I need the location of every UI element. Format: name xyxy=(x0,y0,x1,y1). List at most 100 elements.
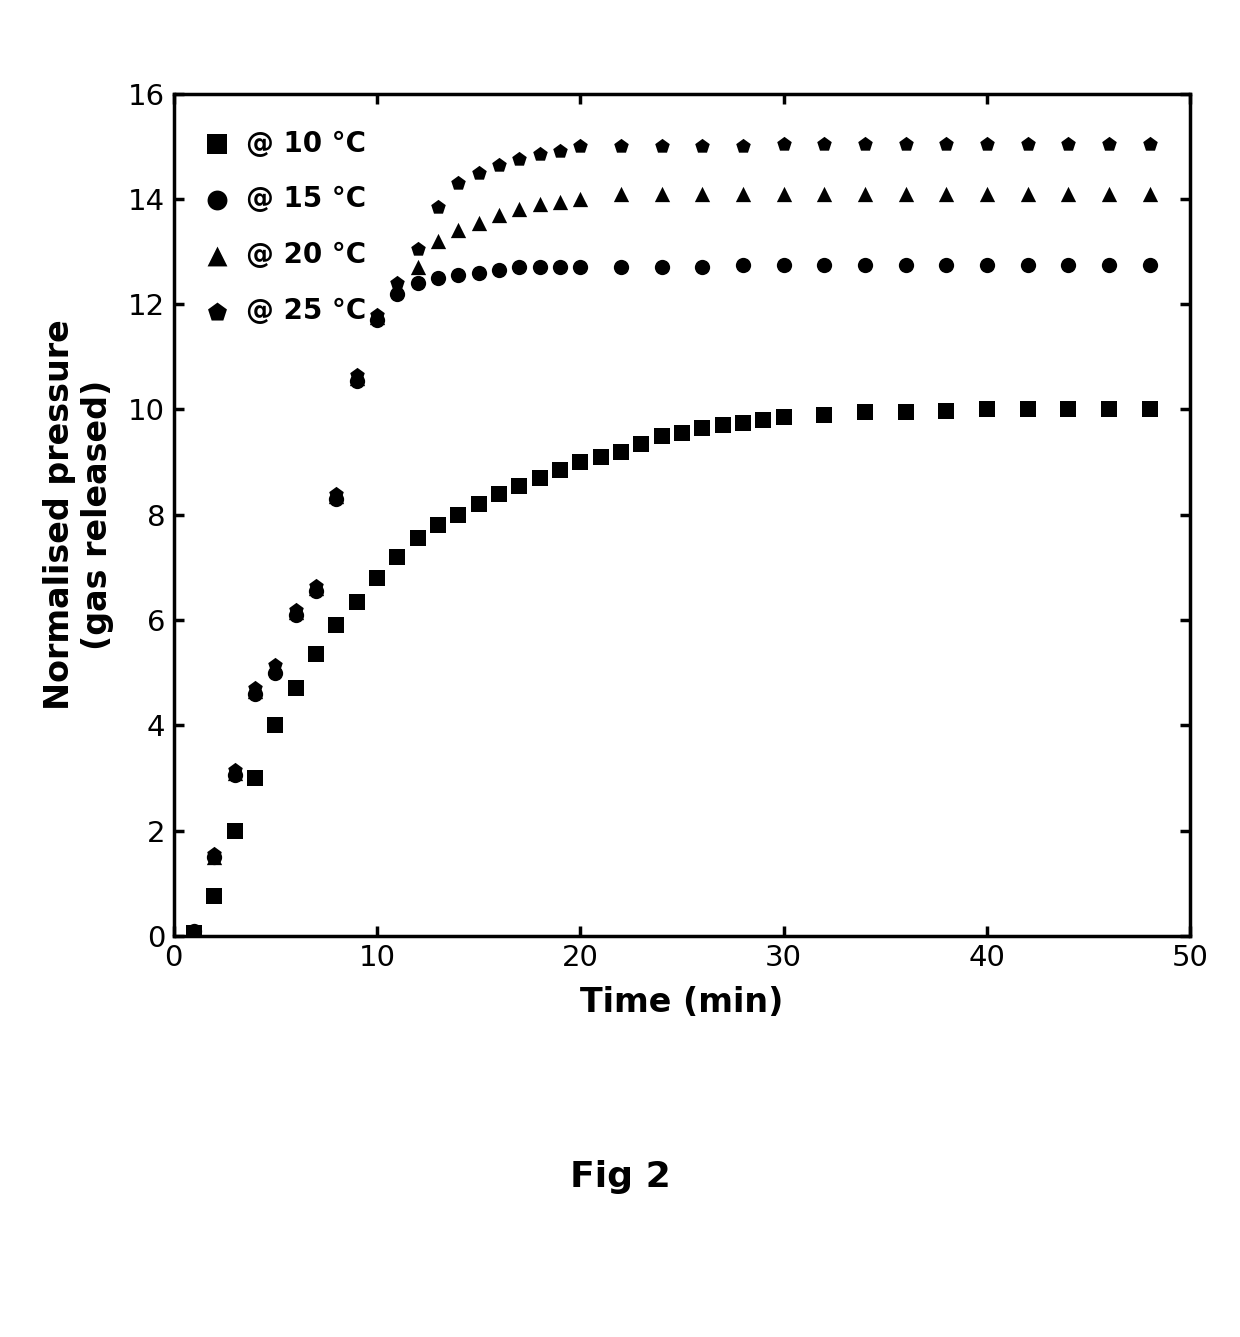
@ 25 °C xyxy=(285,599,305,620)
@ 20 °C xyxy=(510,199,529,221)
@ 25 °C xyxy=(306,575,326,596)
@ 25 °C xyxy=(1018,132,1038,154)
@ 15 °C xyxy=(529,257,549,278)
Y-axis label: Normalised pressure
(gas released): Normalised pressure (gas released) xyxy=(43,320,114,710)
@ 15 °C xyxy=(510,257,529,278)
@ 10 °C xyxy=(1018,398,1038,420)
@ 10 °C xyxy=(692,417,712,439)
@ 10 °C xyxy=(224,820,244,841)
@ 25 °C xyxy=(529,143,549,164)
@ 15 °C xyxy=(184,920,203,941)
@ 15 °C xyxy=(408,273,428,294)
@ 25 °C xyxy=(489,154,508,175)
@ 10 °C xyxy=(611,441,631,463)
@ 20 °C xyxy=(652,183,672,205)
@ 20 °C xyxy=(1140,183,1159,205)
@ 20 °C xyxy=(774,183,794,205)
@ 10 °C xyxy=(895,401,915,422)
@ 20 °C xyxy=(1018,183,1038,205)
@ 15 °C xyxy=(936,254,956,275)
@ 20 °C xyxy=(449,219,469,241)
@ 20 °C xyxy=(184,920,203,941)
@ 20 °C xyxy=(205,846,224,868)
@ 15 °C xyxy=(1059,254,1079,275)
@ 10 °C xyxy=(672,422,692,444)
@ 15 °C xyxy=(570,257,590,278)
@ 25 °C xyxy=(1140,132,1159,154)
@ 10 °C xyxy=(265,714,285,735)
@ 20 °C xyxy=(815,183,835,205)
@ 15 °C xyxy=(306,580,326,602)
@ 25 °C xyxy=(551,140,570,162)
@ 25 °C xyxy=(856,132,875,154)
@ 25 °C xyxy=(408,238,428,259)
@ 10 °C xyxy=(408,528,428,550)
@ 20 °C xyxy=(570,189,590,210)
@ 10 °C xyxy=(856,401,875,422)
@ 10 °C xyxy=(1140,398,1159,420)
@ 25 °C xyxy=(733,135,753,156)
@ 15 °C xyxy=(347,370,367,392)
@ 15 °C xyxy=(611,257,631,278)
@ 20 °C xyxy=(529,194,549,215)
@ 15 °C xyxy=(652,257,672,278)
@ 10 °C xyxy=(246,767,265,789)
@ 25 °C xyxy=(510,148,529,170)
@ 15 °C xyxy=(1140,254,1159,275)
@ 10 °C xyxy=(326,615,346,636)
Text: Fig 2: Fig 2 xyxy=(569,1159,671,1194)
@ 25 °C xyxy=(815,132,835,154)
@ 20 °C xyxy=(895,183,915,205)
@ 15 °C xyxy=(895,254,915,275)
@ 20 °C xyxy=(489,205,508,226)
@ 10 °C xyxy=(631,433,651,455)
@ 15 °C xyxy=(326,488,346,509)
@ 10 °C xyxy=(510,475,529,496)
@ 10 °C xyxy=(774,406,794,428)
@ 15 °C xyxy=(489,259,508,281)
@ 20 °C xyxy=(428,230,448,251)
@ 15 °C xyxy=(856,254,875,275)
@ 10 °C xyxy=(428,515,448,536)
@ 10 °C xyxy=(713,414,733,436)
@ 20 °C xyxy=(1099,183,1118,205)
@ 10 °C xyxy=(652,425,672,447)
@ 20 °C xyxy=(246,681,265,702)
@ 25 °C xyxy=(367,303,387,325)
@ 25 °C xyxy=(652,135,672,156)
@ 10 °C xyxy=(184,923,203,944)
@ 15 °C xyxy=(469,262,489,283)
@ 10 °C xyxy=(754,409,774,431)
@ 10 °C xyxy=(347,591,367,612)
@ 10 °C xyxy=(387,545,407,567)
@ 20 °C xyxy=(347,368,367,389)
X-axis label: Time (min): Time (min) xyxy=(580,987,784,1019)
@ 25 °C xyxy=(224,759,244,781)
@ 20 °C xyxy=(611,183,631,205)
@ 15 °C xyxy=(815,254,835,275)
@ 10 °C xyxy=(733,412,753,433)
@ 15 °C xyxy=(733,254,753,275)
@ 10 °C xyxy=(306,643,326,664)
@ 25 °C xyxy=(692,135,712,156)
@ 15 °C xyxy=(387,283,407,305)
@ 25 °C xyxy=(265,654,285,675)
@ 20 °C xyxy=(265,656,285,678)
@ 25 °C xyxy=(205,844,224,865)
@ 10 °C xyxy=(1099,398,1118,420)
@ 25 °C xyxy=(570,135,590,156)
@ 10 °C xyxy=(469,493,489,515)
@ 20 °C xyxy=(326,485,346,507)
@ 20 °C xyxy=(856,183,875,205)
@ 20 °C xyxy=(1059,183,1079,205)
@ 15 °C xyxy=(774,254,794,275)
@ 15 °C xyxy=(224,765,244,786)
@ 25 °C xyxy=(977,132,997,154)
@ 15 °C xyxy=(285,604,305,626)
@ 10 °C xyxy=(815,404,835,425)
@ 20 °C xyxy=(936,183,956,205)
Legend: @ 10 °C, @ 15 °C, @ 20 °C, @ 25 °C: @ 10 °C, @ 15 °C, @ 20 °C, @ 25 °C xyxy=(187,107,388,348)
@ 25 °C xyxy=(936,132,956,154)
@ 10 °C xyxy=(590,447,610,468)
@ 10 °C xyxy=(570,452,590,473)
